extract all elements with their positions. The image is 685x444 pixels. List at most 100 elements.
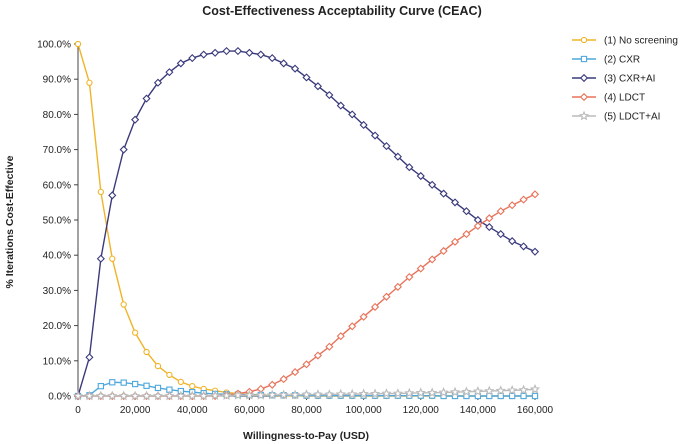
data-point	[152, 390, 164, 401]
data-point	[290, 64, 300, 73]
data-point	[369, 388, 381, 399]
data-point	[187, 390, 198, 401]
legend-marker	[578, 110, 590, 121]
data-point	[267, 389, 278, 400]
y-tick-label: 40.0%	[43, 251, 71, 262]
data-point	[324, 389, 335, 399]
data-point	[131, 380, 139, 388]
data-point	[427, 387, 438, 398]
legend-label: (5) LDCT+AI	[604, 112, 660, 123]
data-point	[131, 115, 140, 124]
data-point	[393, 282, 402, 291]
data-point	[359, 312, 368, 321]
data-point	[313, 82, 323, 91]
data-point	[392, 388, 404, 398]
legend-item: (3) CXR+AI	[572, 74, 655, 85]
data-point	[450, 237, 460, 246]
y-tick-label: 50.0%	[43, 216, 71, 227]
data-point	[473, 221, 482, 231]
data-point	[313, 351, 323, 360]
data-point	[97, 382, 104, 390]
data-point	[118, 390, 129, 401]
legend-marker	[579, 73, 589, 83]
data-point	[177, 378, 184, 386]
x-tick-label: 100,000	[346, 405, 383, 416]
data-point	[279, 59, 288, 68]
x-tick-label: 60,000	[234, 405, 265, 416]
data-point	[358, 388, 369, 399]
data-point	[416, 171, 425, 181]
data-point	[222, 46, 231, 56]
data-point	[109, 255, 116, 262]
data-point	[153, 78, 163, 87]
series-4	[73, 190, 540, 401]
y-tick-label: 70.0%	[43, 145, 71, 156]
data-point	[84, 390, 95, 401]
legend-label: (3) CXR+AI	[604, 74, 655, 85]
data-point	[472, 385, 484, 396]
data-point	[519, 242, 528, 251]
data-point	[348, 110, 357, 119]
data-point	[97, 188, 104, 195]
data-point	[370, 302, 380, 312]
data-point	[462, 207, 471, 216]
data-point	[518, 384, 529, 395]
chart-title: Cost-Effectiveness Acceptability Curve (…	[202, 4, 481, 18]
y-tick-label: 30.0%	[43, 286, 71, 297]
data-point	[209, 390, 221, 401]
data-point	[108, 191, 117, 200]
legend-marker	[580, 55, 588, 63]
data-point	[198, 390, 209, 401]
y-tick-label: 100.0%	[37, 40, 71, 51]
data-point	[176, 59, 185, 68]
data-point	[496, 230, 505, 239]
data-point	[189, 382, 196, 390]
y-ticks: 0.0% 10.0% 20.0% 30.0% 40.0% 50.0% 60.0% 70.0% 8…	[37, 40, 78, 403]
data-point	[85, 353, 94, 362]
data-point	[131, 329, 139, 336]
legend-item: (2) CXR	[572, 55, 640, 66]
x-tick-label: 160,000	[517, 405, 554, 416]
data-point	[506, 384, 518, 395]
y-tick-label: 10.0%	[43, 356, 71, 367]
data-point	[462, 230, 471, 239]
data-point	[165, 68, 174, 77]
data-point	[86, 79, 93, 86]
data-point	[279, 375, 288, 384]
data-point	[428, 180, 437, 189]
series-line	[77, 50, 536, 397]
data-point	[336, 332, 345, 341]
data-point	[404, 387, 415, 398]
data-point	[519, 195, 528, 204]
data-point	[301, 389, 312, 399]
data-point	[154, 384, 162, 392]
data-point	[520, 392, 527, 400]
data-point	[484, 385, 495, 396]
legend-label: (4) LDCT	[604, 93, 645, 104]
legend-item: (4) LDCT	[572, 93, 645, 104]
data-point	[143, 382, 150, 389]
data-point	[278, 389, 289, 400]
data-point	[119, 145, 128, 154]
x-tick-label: 120,000	[403, 405, 440, 416]
data-point	[107, 390, 118, 401]
data-point	[508, 201, 517, 210]
data-point	[347, 388, 358, 399]
data-point	[120, 379, 127, 386]
y-axis-title-group: % Iterations Cost-Effective	[4, 155, 16, 288]
x-axis-title: Willingness-to-Pay (USD)	[243, 430, 369, 442]
data-point	[336, 101, 345, 110]
legend-label: (2) CXR	[604, 55, 640, 66]
data-point	[256, 50, 265, 59]
y-tick-label: 20.0%	[43, 321, 71, 332]
y-tick-label: 90.0%	[43, 75, 71, 86]
data-point	[529, 383, 541, 394]
data-point	[485, 222, 494, 232]
y-tick-label: 60.0%	[43, 180, 71, 191]
data-point	[530, 247, 540, 256]
data-point	[95, 390, 107, 401]
data-point	[497, 392, 504, 400]
data-point	[508, 237, 517, 246]
data-point	[393, 152, 402, 161]
